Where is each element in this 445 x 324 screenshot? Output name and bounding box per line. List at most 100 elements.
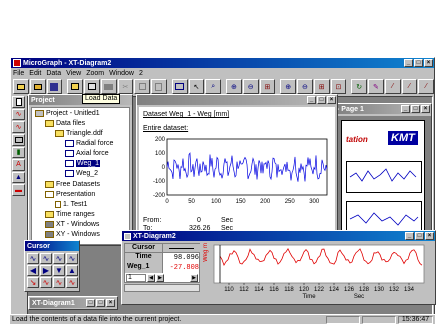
tree-xy-windows[interactable]: XY - Windows [45, 231, 100, 238]
spin-left-icon[interactable]: ◀ [147, 274, 155, 282]
grid-icon[interactable]: ⊞ [313, 79, 330, 94]
minimized-window[interactable]: XT-Diagram1 □ □ × [28, 296, 118, 310]
restore-button[interactable]: □ [86, 299, 95, 307]
spin-field[interactable]: 1 ◀ ▶ ▶ [126, 274, 198, 282]
cursor-a-icon[interactable]: ↘ [27, 277, 39, 288]
page-icon[interactable] [12, 96, 25, 108]
menu-2[interactable]: 2 [139, 69, 143, 77]
tree-data-files[interactable]: Data files [45, 120, 85, 127]
maximize-button[interactable]: □ [411, 105, 420, 113]
tree-weg-2[interactable]: Weg_2 [65, 170, 98, 177]
tree-test1[interactable]: 1. Test1 [55, 201, 87, 208]
cursor-col-header: Cursor [125, 244, 163, 253]
xt-title-bar[interactable]: XT-Diagram2 _ □ × [122, 231, 435, 241]
x-tick-label: 250 [285, 199, 296, 205]
export-icon[interactable] [84, 79, 100, 94]
tree-label: Radial force [76, 140, 114, 147]
maximize-button[interactable]: □ [317, 96, 326, 104]
marker1-icon[interactable]: ⁄ [384, 79, 401, 94]
tree-time-ranges[interactable]: Time ranges [45, 211, 95, 218]
zoom-y-icon[interactable]: ⊞ [259, 79, 276, 94]
arrow-left-icon[interactable]: ◀ [27, 265, 39, 276]
zoom-icon[interactable]: ⌕ [205, 79, 222, 94]
tree-free-datasets[interactable]: Free Datasets [45, 181, 100, 188]
triangle-icon[interactable]: ▲ [12, 171, 25, 184]
tree-triangle-ddf[interactable]: Triangle.ddf [55, 130, 103, 137]
maximize-button[interactable]: □ [96, 299, 105, 307]
save-icon[interactable] [46, 79, 63, 94]
cursor-mode-2-icon[interactable]: ∿ [40, 253, 52, 264]
close-button[interactable]: × [425, 232, 434, 240]
xy-icon[interactable]: ∿ [12, 121, 25, 133]
paste-icon[interactable] [151, 79, 167, 94]
copy-icon[interactable] [134, 79, 151, 94]
menu-view[interactable]: View [66, 69, 82, 77]
cursor-title-bar[interactable]: Cursor [25, 241, 79, 251]
to-value: 326.26 [189, 225, 211, 232]
menu-zoom[interactable]: Zoom [86, 69, 105, 77]
table-icon[interactable] [12, 133, 25, 146]
marker2-icon[interactable]: ⁄ [401, 79, 418, 94]
zoom-next-icon[interactable]: ⊖ [297, 79, 313, 94]
tree-xt-windows[interactable]: XT - Windows [45, 221, 99, 228]
tree-axial-force[interactable]: Axial force [65, 150, 109, 157]
cursor-mode-4-icon[interactable]: ∿ [66, 253, 78, 264]
shape-icon[interactable]: ▬ [12, 184, 25, 196]
dataset-title-bar[interactable]: _ □ × [137, 95, 337, 105]
load-data-icon[interactable] [67, 79, 84, 94]
cursor-mode-3-icon[interactable]: ∿ [53, 253, 65, 264]
curve-icon[interactable]: ∿ [12, 108, 25, 121]
text-icon[interactable]: A [12, 159, 25, 171]
zoom-in-icon[interactable]: ⊕ [226, 79, 242, 94]
maximize-button[interactable]: □ [415, 232, 424, 240]
page-title-bar[interactable]: - Page 1 _ □ × [335, 104, 431, 114]
close-button[interactable]: × [424, 59, 433, 67]
status-bar: Load the contents of a data file into th… [10, 314, 435, 324]
refresh-icon[interactable]: ↻ [351, 79, 368, 94]
fit-icon[interactable]: ⊡ [330, 79, 347, 94]
project-title-bar[interactable]: Project [29, 95, 132, 105]
minimize-button[interactable]: _ [405, 232, 414, 240]
bar-icon[interactable]: ▮ [12, 146, 25, 159]
close-button[interactable]: × [106, 299, 115, 307]
xt-icon [45, 221, 54, 228]
x-tick-label: 134 [404, 287, 415, 293]
new-icon[interactable] [13, 79, 29, 94]
minimize-button[interactable]: _ [307, 96, 316, 104]
cursor-icon[interactable]: ↖ [188, 79, 205, 94]
menu-window[interactable]: Window [109, 69, 134, 77]
spin-right-icon[interactable]: ▶ [156, 274, 164, 282]
minimized-title-bar[interactable]: XT-Diagram1 □ □ × [30, 298, 116, 308]
open-icon[interactable] [29, 79, 46, 94]
spin-down-icon[interactable]: ▶ [190, 274, 198, 282]
minimize-button[interactable]: _ [401, 105, 410, 113]
cursor-mode-1-icon[interactable]: ∿ [27, 253, 39, 264]
tree-radial-force[interactable]: Radial force [65, 140, 113, 147]
maximize-button[interactable]: □ [414, 59, 423, 67]
tree-weg-1[interactable]: Weg_1 [65, 160, 101, 167]
arrow-right-icon[interactable]: ▶ [40, 265, 52, 276]
cut-icon[interactable]: ✂ [117, 79, 134, 94]
cursor-b-icon[interactable]: ∿ [40, 277, 52, 288]
print-icon[interactable] [100, 79, 117, 94]
draw-icon[interactable]: ✎ [368, 79, 384, 94]
arrow-up-icon[interactable]: ▲ [66, 265, 78, 276]
zoom-out-icon[interactable]: ⊖ [242, 79, 259, 94]
minimize-button[interactable]: _ [404, 59, 413, 67]
cursor-d-icon[interactable]: ∿ [66, 277, 78, 288]
main-title-bar[interactable]: MicroGraph - XT-Diagram2 _ □ × [11, 58, 434, 68]
close-button[interactable]: × [327, 96, 336, 104]
marker3-icon[interactable]: ⁄ [418, 79, 435, 94]
zoom-prev-icon[interactable]: ⊕ [280, 79, 297, 94]
zoom-rect-icon[interactable] [171, 79, 188, 94]
arrow-down-icon[interactable]: ▼ [53, 265, 65, 276]
menu-file[interactable]: File [13, 69, 25, 77]
series-line [166, 152, 328, 182]
cursor-c-icon[interactable]: ∿ [53, 277, 65, 288]
menu-data[interactable]: Data [46, 69, 62, 77]
xt-scrollbar[interactable] [124, 284, 200, 292]
menu-edit[interactable]: Edit [29, 69, 42, 77]
tree-project[interactable]: Project - Unitled1 [35, 110, 100, 117]
close-button[interactable]: × [421, 105, 430, 113]
tree-presentation[interactable]: Presentation [45, 191, 95, 198]
